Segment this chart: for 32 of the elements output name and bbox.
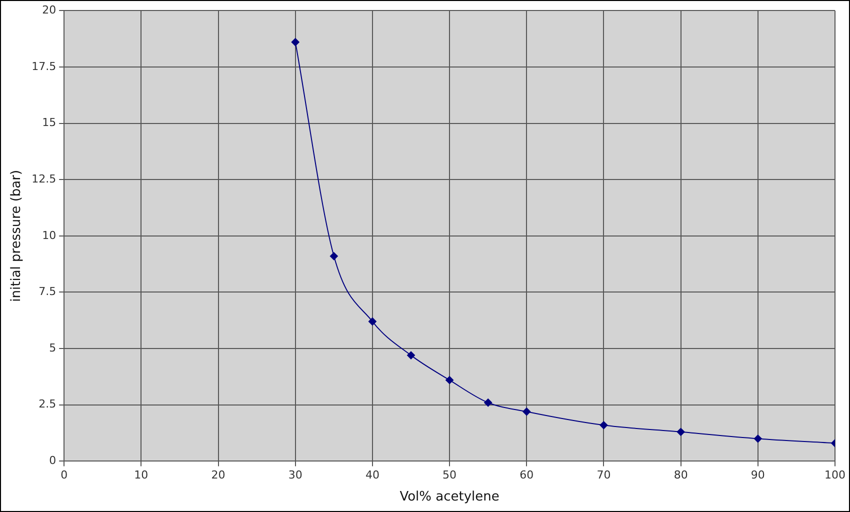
x-tick-label: 10 xyxy=(134,468,148,482)
point xyxy=(446,376,454,384)
point xyxy=(484,398,492,407)
y-axis-title: initial pressure (bar) xyxy=(9,170,24,302)
point xyxy=(368,318,376,326)
y-tick-label: 2.5 xyxy=(38,398,56,411)
point xyxy=(676,428,685,436)
x-tick-label: 40 xyxy=(365,468,380,482)
y-tick-label: 0 xyxy=(49,454,56,468)
point xyxy=(754,434,762,443)
y-tick-label: 15 xyxy=(42,116,56,130)
x-tick-label: 70 xyxy=(596,468,611,482)
x-tick-label: 60 xyxy=(520,468,534,482)
x-tick-label: 90 xyxy=(750,468,765,482)
x-tick-label: 100 xyxy=(824,468,846,482)
x-tick-label: 0 xyxy=(60,468,68,482)
x-tick-label: 50 xyxy=(442,468,457,482)
x-axis-title: Vol% acetylene xyxy=(400,490,500,505)
y-tick-label: 5 xyxy=(49,341,56,354)
y-tick-label: 12.5 xyxy=(32,172,56,186)
x-tick-label: 80 xyxy=(674,468,688,482)
y-tick-label: 20 xyxy=(42,3,56,16)
x-tick-label: 30 xyxy=(288,468,302,482)
point xyxy=(407,351,415,360)
point xyxy=(330,252,338,260)
y-tick-label: 10 xyxy=(42,228,56,242)
y-tick-label: 17.5 xyxy=(32,60,56,73)
point xyxy=(522,408,531,416)
point xyxy=(600,421,608,430)
point xyxy=(291,38,300,46)
x-tick-label: 20 xyxy=(211,468,226,482)
y-tick-label: 7.5 xyxy=(38,285,56,298)
